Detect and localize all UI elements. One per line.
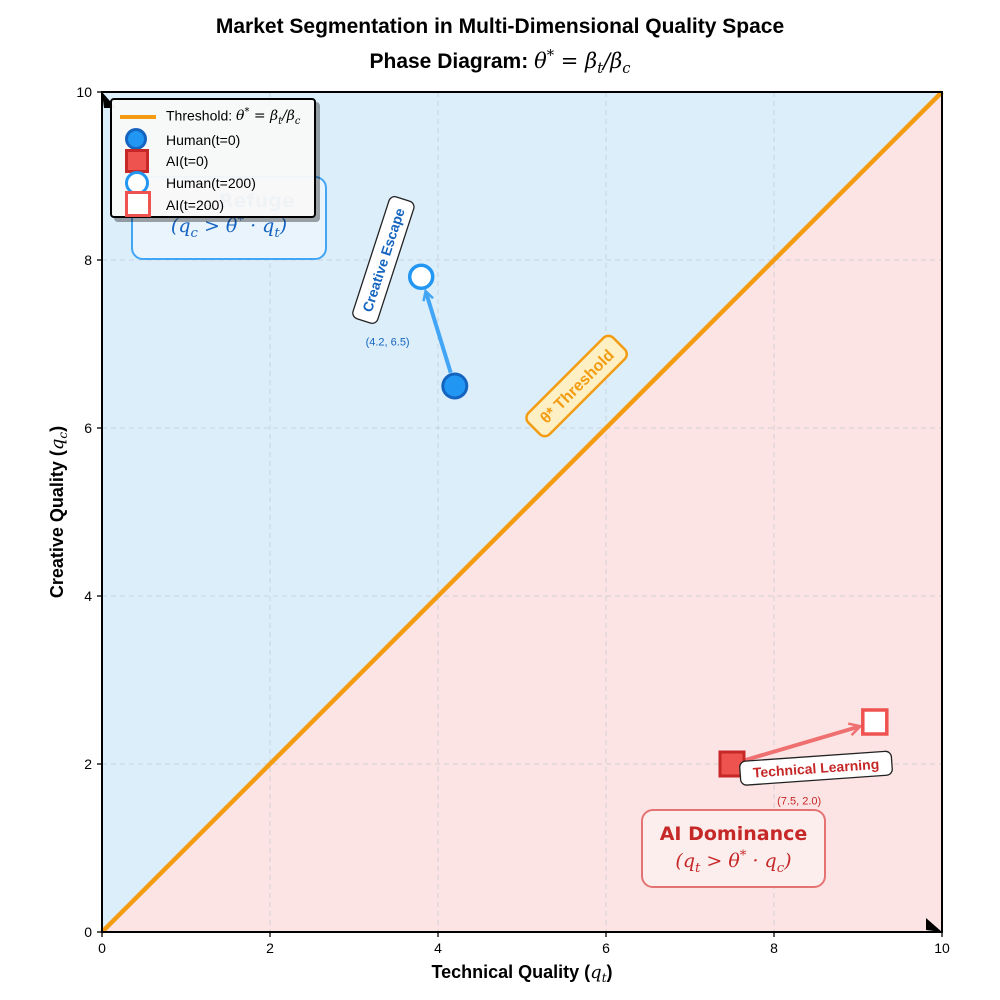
x-axis-label: Technical Quality (qt) [431,962,612,985]
legend-label-ai-t200: AI(t=200) [166,197,224,213]
x-tick-label: 8 [770,940,778,956]
legend-label-human-t0: Human(t=0) [166,132,241,148]
chart-legend: Threshold: θ* = βt/βc Human(t=0) AI(t=0)… [110,98,316,218]
x-axis-arrow-icon [926,918,942,932]
human-t0-point [441,372,469,400]
ai-dominance-title: AI Dominance [659,823,808,845]
technical-learning-arrow [744,727,859,762]
legend-label-ai-t0: AI(t=0) [166,153,209,169]
y-tick-label: 6 [84,420,92,436]
human-t200-point [407,263,435,291]
y-tick-label: 10 [76,84,92,100]
legend-square-open-icon [118,191,158,217]
technical-learning-box [739,750,893,786]
technical-learning-label: Technical Learning [739,750,893,786]
y-tick-label: 8 [84,252,92,268]
title-line-2-prefix: Phase Diagram: [369,50,535,73]
legend-item-ai-t200: AI(t=200) [118,191,224,217]
ai-dominance-condition: (qt > θ* · qc) [675,849,792,877]
title-line-2-math: θ* = βt/βc [534,47,631,78]
chart-title: Market Segmentation in Multi-Dimensional… [0,12,1000,83]
refuge-region-condition: (qc > θ* · qt) [170,214,288,242]
legend-item-ai-t0: AI(t=0) [118,149,209,173]
x-tick-label: 10 [934,940,950,956]
x-tick-label: 6 [602,940,610,956]
ai-t200-point [861,708,889,736]
y-tick-label: 4 [84,588,92,604]
ai-start-coord-label: (7.5, 2.0) [777,795,821,807]
legend-line-glyph [118,106,158,128]
legend-square-filled-icon [118,149,158,173]
title-line-2: Phase Diagram: θ* = βt/βc [0,41,1000,83]
plot-frame [101,91,943,933]
title-line-1: Market Segmentation in Multi-Dimensional… [215,15,785,38]
x-tick-label: 4 [434,940,442,956]
human-start-coord-label: (4.2, 6.5) [366,337,410,349]
threshold-line [100,90,944,934]
legend-item-human-t0: Human(t=0) [118,128,241,151]
x-tick-label: 2 [266,940,274,956]
y-tick-label: 0 [84,924,92,940]
legend-item-threshold: Threshold: θ* = βt/βc [118,106,300,128]
ai-dominance-region-label: AI Dominance (qt > θ* · qc) [641,809,826,888]
y-tick-label: 2 [84,756,92,772]
legend-label-threshold: Threshold: θ* = βt/βc [166,106,301,128]
y-axis-label: Creative Quality (qc) [47,426,70,598]
threshold-label-box [525,334,628,438]
legend-label-human-t200: Human(t=200) [166,175,256,191]
legend-circle-filled-icon [118,128,158,151]
creative-escape-arrow [426,292,453,374]
x-tick-label: 0 [98,940,106,956]
creative-escape-box [352,196,415,324]
